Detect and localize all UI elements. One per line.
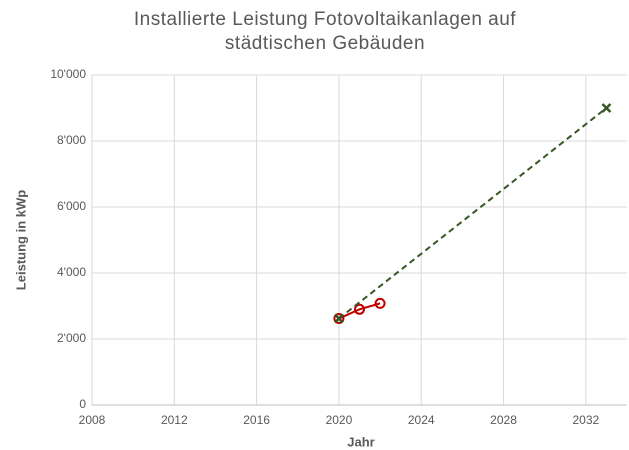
series-line <box>338 302 381 320</box>
marker <box>601 103 612 113</box>
y-tick-label: 6'000 <box>57 199 86 213</box>
x-tick-label: 2028 <box>490 413 517 427</box>
marker <box>333 313 345 325</box>
y-tick-label: 10'000 <box>50 67 86 81</box>
x-tick-label: 2016 <box>243 413 270 427</box>
x-tick-label: 2008 <box>79 413 106 427</box>
series-line <box>338 107 608 320</box>
x-axis-label: Jahr <box>347 434 374 449</box>
y-tick-label: 4'000 <box>57 265 86 279</box>
marker <box>374 297 386 309</box>
y-tick-label: 2'000 <box>57 331 86 345</box>
y-axis-label: Leistung in kWp <box>13 190 28 290</box>
y-tick-label: 0 <box>79 397 86 411</box>
x-tick-label: 2032 <box>572 413 599 427</box>
marker <box>354 303 365 315</box>
x-tick-label: 2012 <box>161 413 188 427</box>
chart-title: Installierte Leistung Fotovoltaikanlagen… <box>133 9 517 54</box>
y-tick-label: 8'000 <box>57 133 86 147</box>
x-tick-label: 2024 <box>408 413 435 427</box>
marker <box>334 313 344 324</box>
x-tick-label: 2020 <box>326 413 353 427</box>
